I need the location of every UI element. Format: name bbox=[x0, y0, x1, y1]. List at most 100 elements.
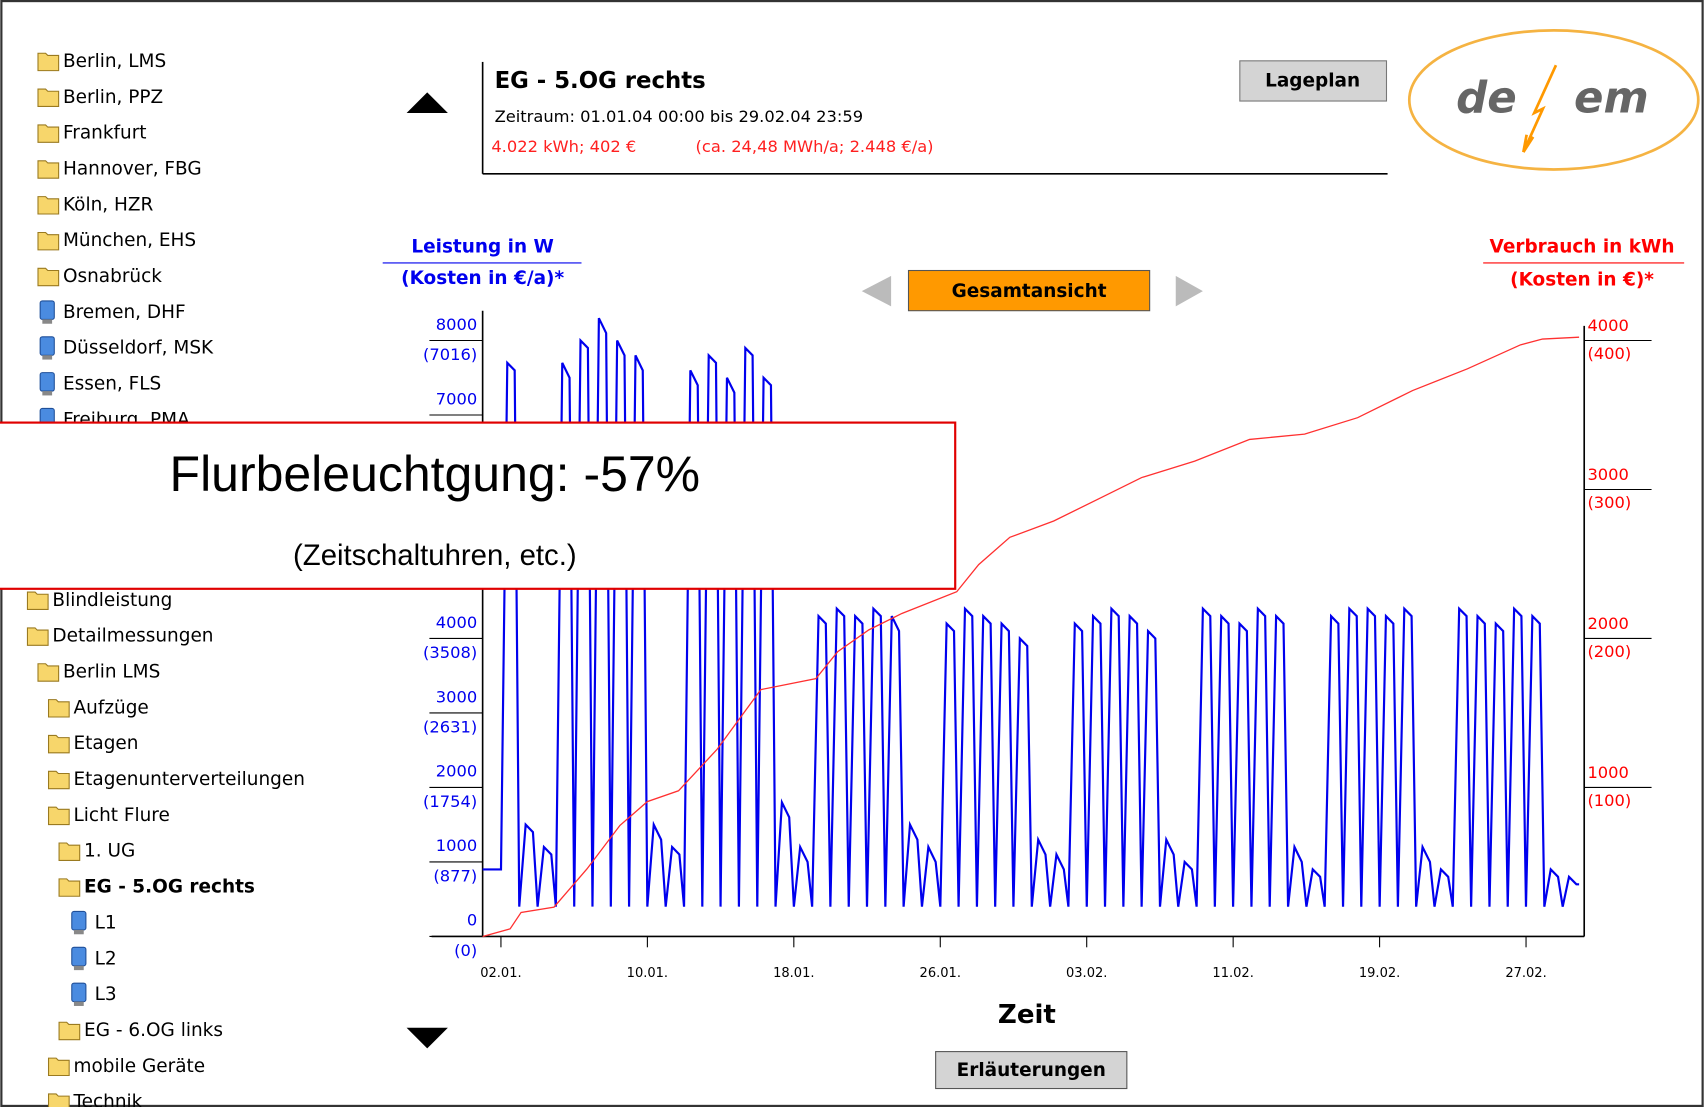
pc-icon bbox=[71, 946, 87, 967]
x-tick-label: 18.01. bbox=[773, 966, 814, 981]
button-label[interactable]: Gesamtansicht bbox=[952, 281, 1107, 302]
y-axis-label: Leistung in W bbox=[411, 237, 554, 258]
folder-icon bbox=[37, 52, 60, 72]
folder-icon bbox=[47, 699, 70, 718]
logo-text: de bbox=[1456, 74, 1517, 124]
next-arrow[interactable] bbox=[1175, 275, 1203, 307]
x-tick-label: 02.01. bbox=[480, 966, 521, 981]
tree-item: 1. UG bbox=[84, 841, 135, 862]
series-line bbox=[482, 317, 1580, 907]
scroll-down[interactable] bbox=[406, 1027, 448, 1049]
y-cost-label: (0) bbox=[454, 941, 477, 960]
y2-tick-label: 1000 bbox=[1587, 763, 1628, 782]
x-tick-label: 19.02. bbox=[1359, 966, 1400, 981]
logo-text: em bbox=[1574, 74, 1649, 124]
help-button[interactable]: Erläuterungen bbox=[935, 1051, 1128, 1090]
tree: Berlin, LMS Berlin, PPZ Frankfurt Hannover,… bbox=[26, 51, 305, 1107]
x-tick-label: 27.02. bbox=[1505, 966, 1546, 981]
logo-bolt bbox=[1522, 64, 1558, 153]
tree-item: Detailmessungen bbox=[52, 626, 213, 647]
x-axis-label: Zeit bbox=[998, 1000, 1056, 1030]
tree-item: Frankfurt bbox=[63, 123, 147, 144]
overview-button[interactable]: Gesamtansicht bbox=[907, 269, 1151, 312]
tree-item: Berlin LMS bbox=[63, 661, 160, 682]
x-tick-label: 03.02. bbox=[1066, 966, 1107, 981]
annotation-subtitle: (Zeitschaltuhren, etc.) bbox=[293, 539, 577, 572]
x-tick-label: 26.01. bbox=[920, 966, 961, 981]
header-title: EG - 5.OG rechts bbox=[495, 68, 706, 94]
y-tick-label: 7000 bbox=[436, 389, 477, 408]
folder-icon bbox=[37, 231, 60, 251]
folder-icon bbox=[37, 88, 60, 108]
tree-item: Berlin, PPZ bbox=[63, 87, 163, 108]
y2-axis-label: Verbrauch in kWh bbox=[1490, 237, 1675, 258]
button-bg[interactable] bbox=[1239, 60, 1388, 102]
y2-cost-label: (400) bbox=[1587, 344, 1631, 363]
y-tick-label: 3000 bbox=[436, 687, 477, 706]
folder-icon bbox=[58, 878, 81, 897]
y-cost-label: (1754) bbox=[423, 792, 477, 811]
folder-icon bbox=[58, 842, 81, 861]
pc-icon bbox=[42, 319, 53, 324]
tree-item: Blindleistung bbox=[52, 590, 172, 611]
series-line bbox=[482, 336, 1580, 938]
folder-icon bbox=[37, 196, 60, 215]
folder-icon bbox=[47, 734, 70, 754]
pc-icon bbox=[73, 1001, 84, 1006]
tree-item: München, EHS bbox=[63, 230, 196, 251]
logo: de em bbox=[1407, 29, 1700, 171]
y-cost-label: (877) bbox=[433, 867, 477, 886]
folder-icon bbox=[37, 663, 60, 682]
annotation-frame bbox=[0, 421, 957, 590]
annotation-title: Flurbeleuchtgung: -57% bbox=[170, 446, 701, 502]
map-button[interactable]: Lageplan bbox=[1239, 60, 1388, 102]
y2-tick-label: 3000 bbox=[1587, 465, 1628, 484]
folder-icon bbox=[58, 1021, 81, 1041]
tree-item: Düsseldorf, MSK bbox=[63, 338, 214, 359]
annotation-box: Flurbeleuchtgung: -57% (Zeitschaltuhren,… bbox=[0, 421, 957, 590]
tree-item: EG - 5.OG rechts bbox=[84, 877, 255, 898]
folder-icon bbox=[37, 267, 60, 287]
tree-item: Essen, FLS bbox=[63, 374, 161, 395]
tree-item: Technik bbox=[73, 1092, 143, 1107]
tree-item: Berlin, LMS bbox=[63, 51, 166, 72]
logo-ring bbox=[1407, 29, 1700, 171]
pc-icon bbox=[73, 965, 84, 971]
y2-axis-sublabel: (Kosten in €)* bbox=[1510, 269, 1654, 290]
tree-item: Köln, HZR bbox=[63, 194, 154, 215]
tree-item: Bremen, DHF bbox=[63, 302, 186, 323]
pc-icon bbox=[73, 929, 84, 935]
tree-item: Etagenunterverteilungen bbox=[74, 769, 305, 790]
tree-item: EG - 6.OG links bbox=[84, 1020, 223, 1041]
pc-icon bbox=[71, 910, 87, 931]
y2-cost-label: (300) bbox=[1587, 493, 1631, 512]
folder-icon bbox=[26, 627, 49, 646]
x-tick-label: 11.02. bbox=[1212, 966, 1253, 981]
prev-arrow[interactable] bbox=[861, 275, 892, 307]
y-tick-label: 8000 bbox=[436, 315, 477, 334]
pc-icon bbox=[39, 372, 55, 392]
y2-tick-label: 4000 bbox=[1587, 316, 1628, 335]
folder-icon bbox=[37, 160, 60, 179]
tree-item: Licht Flure bbox=[74, 805, 170, 826]
tree-item: Hannover, FBG bbox=[63, 158, 202, 179]
button-bg[interactable] bbox=[935, 1051, 1128, 1090]
y2-cost-label: (100) bbox=[1587, 791, 1631, 810]
y-tick-label: 1000 bbox=[436, 836, 477, 855]
tree-item: L3 bbox=[95, 984, 117, 1005]
button-bg[interactable] bbox=[907, 269, 1151, 312]
tree-item: L2 bbox=[95, 948, 117, 969]
folder-icon bbox=[47, 806, 70, 826]
tree-item: Osnabrück bbox=[63, 266, 162, 287]
y-axis-sublabel: (Kosten in €/a)* bbox=[401, 268, 564, 289]
pc-icon bbox=[39, 300, 55, 320]
scroll-up[interactable] bbox=[406, 92, 448, 113]
tree-item: Aufzüge bbox=[74, 697, 149, 718]
y-cost-label: (3508) bbox=[423, 643, 477, 662]
tree-item: Etagen bbox=[74, 733, 139, 754]
folder-icon bbox=[37, 124, 60, 143]
x-tick-label: 10.01. bbox=[627, 966, 668, 981]
button-label[interactable]: Lageplan bbox=[1265, 70, 1360, 91]
plot: 0 (0) 1000 (877) 2000 (1754) 3000 (2631) 4000 (35… bbox=[423, 310, 1652, 981]
button-label[interactable]: Erläuterungen bbox=[957, 1060, 1106, 1081]
